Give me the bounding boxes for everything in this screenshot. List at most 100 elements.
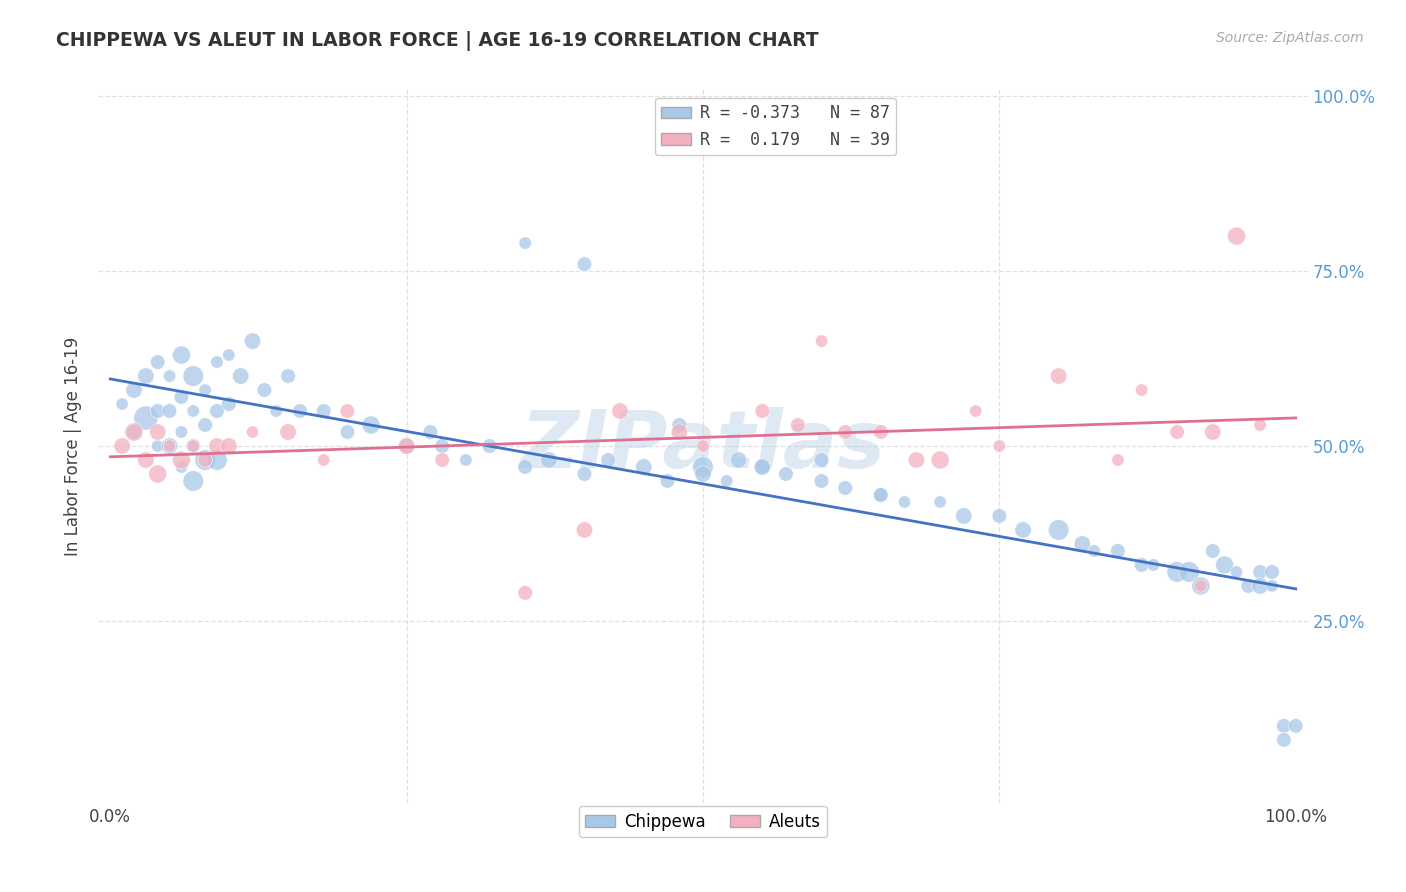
Point [146,355,169,369]
Point [810,334,832,348]
Point [1142,558,1164,572]
Point [1047,369,1070,384]
Point [170,460,193,475]
Point [905,453,928,467]
Point [1237,579,1260,593]
Point [834,425,856,439]
Text: ZIPatlas: ZIPatlas [520,407,886,485]
Point [1189,579,1212,593]
Point [515,460,537,475]
Point [111,397,134,411]
Point [336,404,359,418]
Point [253,383,276,397]
Point [657,474,679,488]
Point [194,453,217,467]
Point [1166,565,1188,579]
Point [1107,453,1129,467]
Point [727,453,749,467]
Legend: Chippewa, Aleuts: Chippewa, Aleuts [579,806,827,838]
Point [122,383,145,397]
Point [1202,425,1225,439]
Point [229,369,252,384]
Point [218,348,240,362]
Point [810,453,832,467]
Point [1285,719,1308,733]
Point [194,417,217,432]
Point [952,508,974,523]
Point [277,425,299,439]
Point [1178,565,1201,579]
Point [159,369,181,384]
Point [1107,544,1129,558]
Point [218,439,240,453]
Point [1130,558,1153,572]
Point [1202,544,1225,558]
Point [135,369,157,384]
Point [395,439,418,453]
Point [786,417,808,432]
Point [194,453,217,467]
Point [170,390,193,404]
Point [1225,229,1247,244]
Point [893,495,915,509]
Point [242,425,264,439]
Point [869,488,891,502]
Point [775,467,797,481]
Point [574,257,596,271]
Point [869,488,891,502]
Point [159,439,181,453]
Point [716,474,738,488]
Point [929,495,952,509]
Point [1213,558,1236,572]
Point [181,404,204,418]
Point [1225,565,1247,579]
Point [1261,565,1284,579]
Point [122,425,145,439]
Point [170,425,193,439]
Point [312,404,335,418]
Point [633,460,655,475]
Point [834,481,856,495]
Point [170,348,193,362]
Point [146,467,169,481]
Point [146,404,169,418]
Point [277,369,299,384]
Point [181,439,204,453]
Point [122,425,145,439]
Point [1272,732,1295,747]
Point [159,439,181,453]
Point [205,439,228,453]
Point [1012,523,1035,537]
Point [395,439,418,453]
Point [205,453,228,467]
Point [609,404,631,418]
Point [242,334,264,348]
Point [810,474,832,488]
Point [336,425,359,439]
Point [1249,579,1271,593]
Point [574,467,596,481]
Point [181,474,204,488]
Point [1071,537,1094,551]
Point [264,404,287,418]
Point [1166,425,1188,439]
Point [537,453,560,467]
Point [111,439,134,453]
Point [515,236,537,251]
Point [988,439,1011,453]
Text: Source: ZipAtlas.com: Source: ZipAtlas.com [1216,31,1364,45]
Point [574,523,596,537]
Point [1249,417,1271,432]
Point [135,411,157,425]
Point [218,397,240,411]
Point [159,404,181,418]
Point [692,460,714,475]
Point [194,383,217,397]
Point [1249,565,1271,579]
Point [146,425,169,439]
Point [751,404,773,418]
Point [205,355,228,369]
Point [515,586,537,600]
Point [988,508,1011,523]
Point [1261,579,1284,593]
